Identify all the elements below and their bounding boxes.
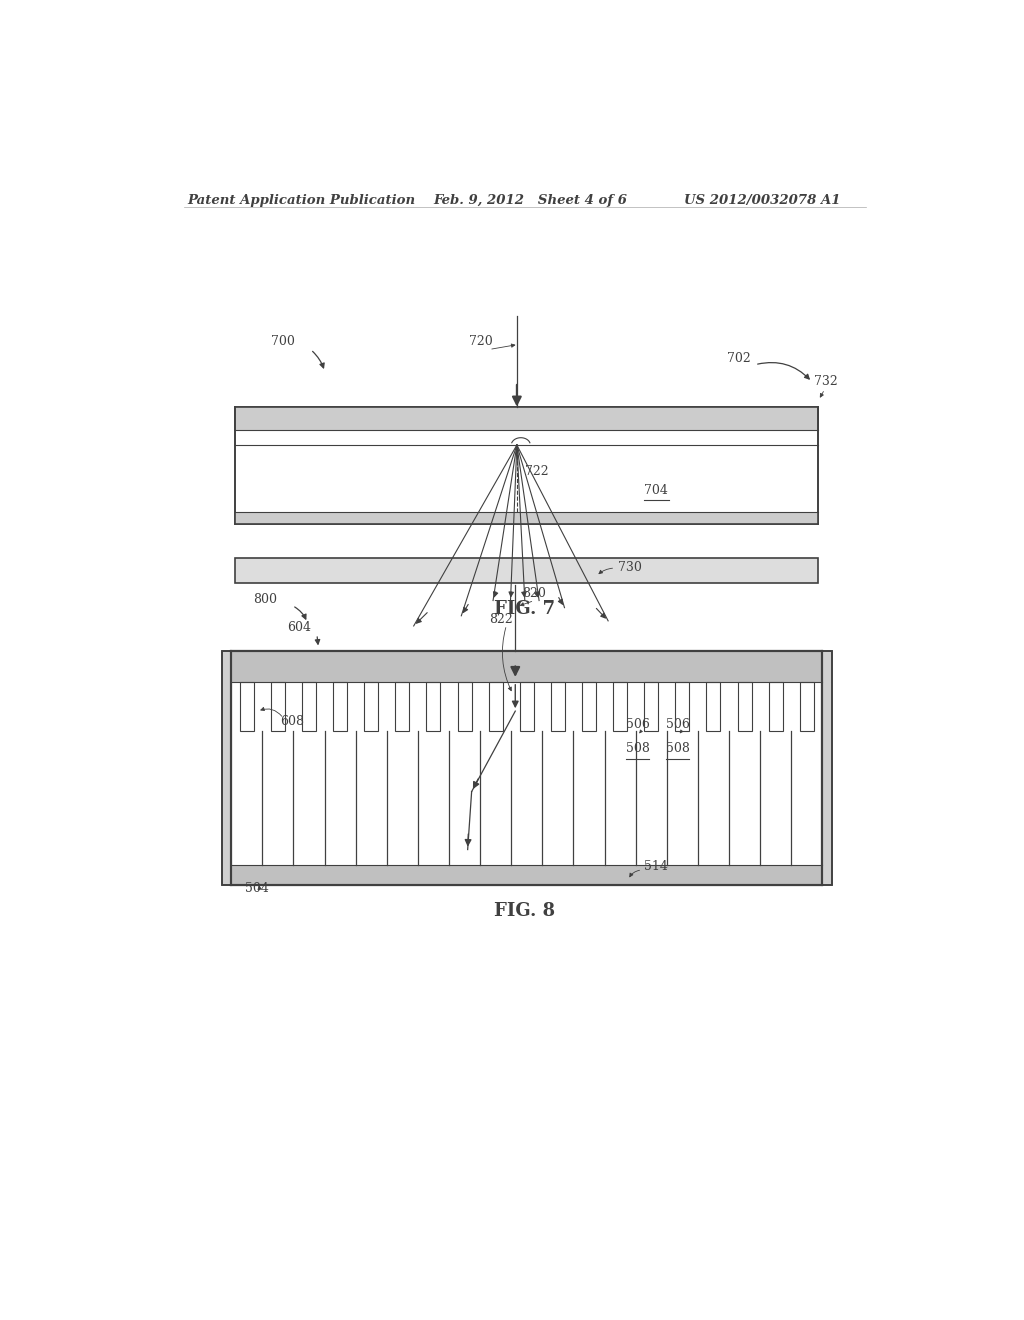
Text: 704: 704 — [644, 484, 668, 496]
Text: Patent Application Publication: Patent Application Publication — [187, 194, 416, 207]
Bar — [644, 682, 658, 731]
Bar — [365, 682, 378, 731]
Text: 800: 800 — [253, 593, 278, 606]
Text: 604: 604 — [287, 620, 310, 634]
Bar — [231, 651, 822, 682]
Bar — [395, 682, 410, 731]
Bar — [426, 682, 440, 731]
Text: 820: 820 — [522, 587, 546, 601]
Bar — [822, 651, 831, 886]
Bar — [231, 651, 822, 886]
Bar — [822, 651, 831, 886]
Bar — [676, 682, 689, 731]
Text: US 2012/0032078 A1: US 2012/0032078 A1 — [684, 194, 840, 207]
Text: 702: 702 — [727, 351, 751, 364]
Text: 730: 730 — [618, 561, 642, 574]
Bar — [236, 408, 818, 430]
Text: Feb. 9, 2012   Sheet 4 of 6: Feb. 9, 2012 Sheet 4 of 6 — [433, 194, 628, 207]
Bar — [236, 408, 818, 524]
Bar — [582, 682, 596, 731]
Bar — [458, 682, 471, 731]
Text: 722: 722 — [524, 465, 549, 478]
Text: 508: 508 — [627, 742, 650, 755]
Bar — [270, 682, 285, 731]
Bar — [302, 682, 316, 731]
Bar — [800, 682, 814, 731]
Bar — [737, 682, 752, 731]
Text: 504: 504 — [246, 882, 269, 895]
Bar — [488, 682, 503, 731]
Text: 608: 608 — [281, 714, 304, 727]
Bar — [333, 682, 347, 731]
Text: 720: 720 — [469, 335, 493, 348]
Text: 514: 514 — [644, 859, 668, 873]
Bar — [221, 651, 231, 886]
Bar — [221, 651, 231, 886]
Text: 732: 732 — [814, 375, 839, 388]
Bar — [707, 682, 721, 731]
Text: 508: 508 — [666, 742, 690, 755]
Text: FIG. 8: FIG. 8 — [495, 903, 555, 920]
Bar — [551, 682, 565, 731]
Text: 506: 506 — [627, 718, 650, 730]
Bar — [231, 651, 822, 886]
Bar — [236, 558, 818, 583]
Text: 700: 700 — [270, 335, 295, 348]
Bar — [520, 682, 534, 731]
Bar — [236, 512, 818, 524]
Text: 822: 822 — [489, 612, 513, 626]
Bar — [240, 682, 254, 731]
Bar — [613, 682, 627, 731]
Text: FIG. 7: FIG. 7 — [495, 599, 555, 618]
Bar — [231, 865, 822, 886]
Text: 506: 506 — [666, 718, 690, 730]
Bar — [769, 682, 782, 731]
